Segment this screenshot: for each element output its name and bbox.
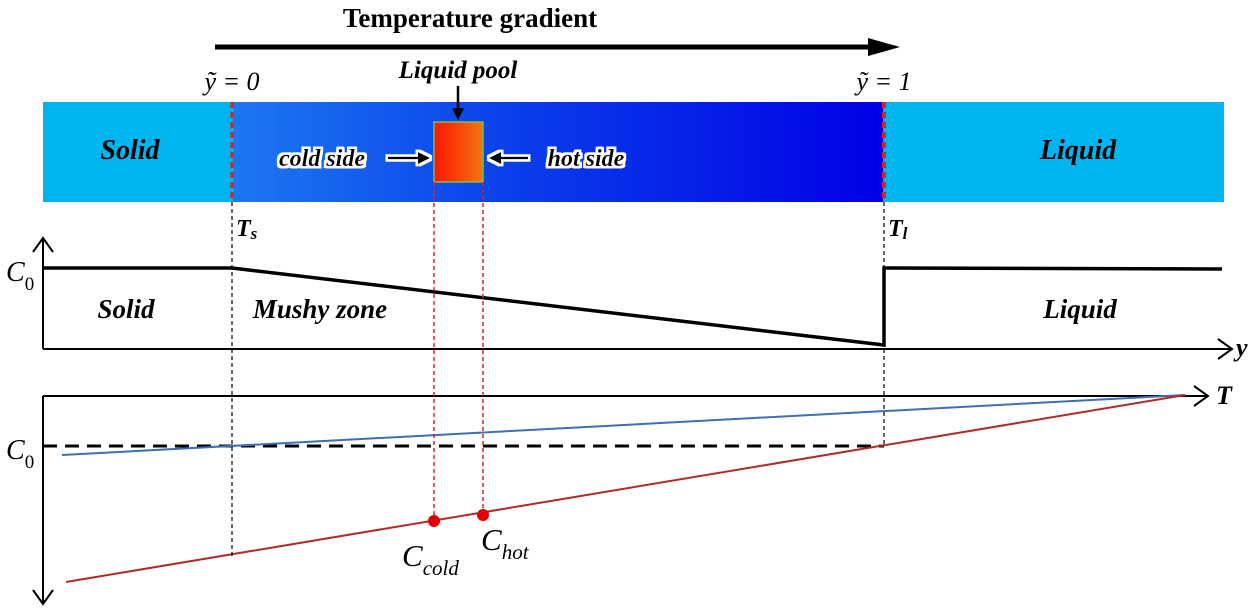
- liquid-mid-label: Liquid: [1042, 294, 1117, 324]
- solid-region: [43, 102, 233, 202]
- t-axis-label: T: [1216, 381, 1233, 410]
- diagram-title: Temperature gradient: [343, 3, 597, 33]
- solidus-line: [61, 394, 1186, 456]
- y-tilde-zero-label: ỹ = 0: [201, 67, 259, 96]
- solid-mid-label: Solid: [97, 294, 155, 324]
- c-hot-label: Chot: [481, 522, 530, 564]
- solid-top-label: Solid: [100, 135, 160, 166]
- c0-top-label: C0: [6, 257, 34, 295]
- phase-diagram-axes: [32, 385, 1210, 606]
- solidus-temperature-label: Ts: [236, 216, 258, 243]
- cold-side-label: cold side: [279, 146, 365, 172]
- c-cold-point: [428, 515, 440, 527]
- left-arrow-icon: [489, 152, 528, 164]
- liquid-pool-label: Liquid pool: [398, 57, 518, 84]
- concentration-axis: [32, 236, 1234, 360]
- liquidus-line: [65, 394, 1186, 583]
- hot-side-label: hot side: [548, 146, 625, 172]
- c0-bottom-label: C0: [6, 435, 34, 473]
- mushy-zone-label: Mushy zone: [252, 294, 387, 324]
- down-arrow-icon: [452, 86, 464, 120]
- y-tilde-one-label: ỹ = 1: [853, 67, 911, 96]
- c-hot-point: [477, 509, 489, 521]
- liquid-pool: [433, 121, 484, 183]
- right-arrow-icon: [215, 38, 900, 56]
- mushy-region: [233, 102, 883, 202]
- liquid-top-label: Liquid: [1039, 135, 1117, 166]
- y-axis-label: y: [1233, 333, 1248, 362]
- liquid-region: [883, 102, 1224, 202]
- liquidus-temperature-label: Tl: [888, 216, 908, 243]
- right-arrow-icon: [388, 152, 430, 164]
- c-cold-label: Ccold: [402, 538, 459, 580]
